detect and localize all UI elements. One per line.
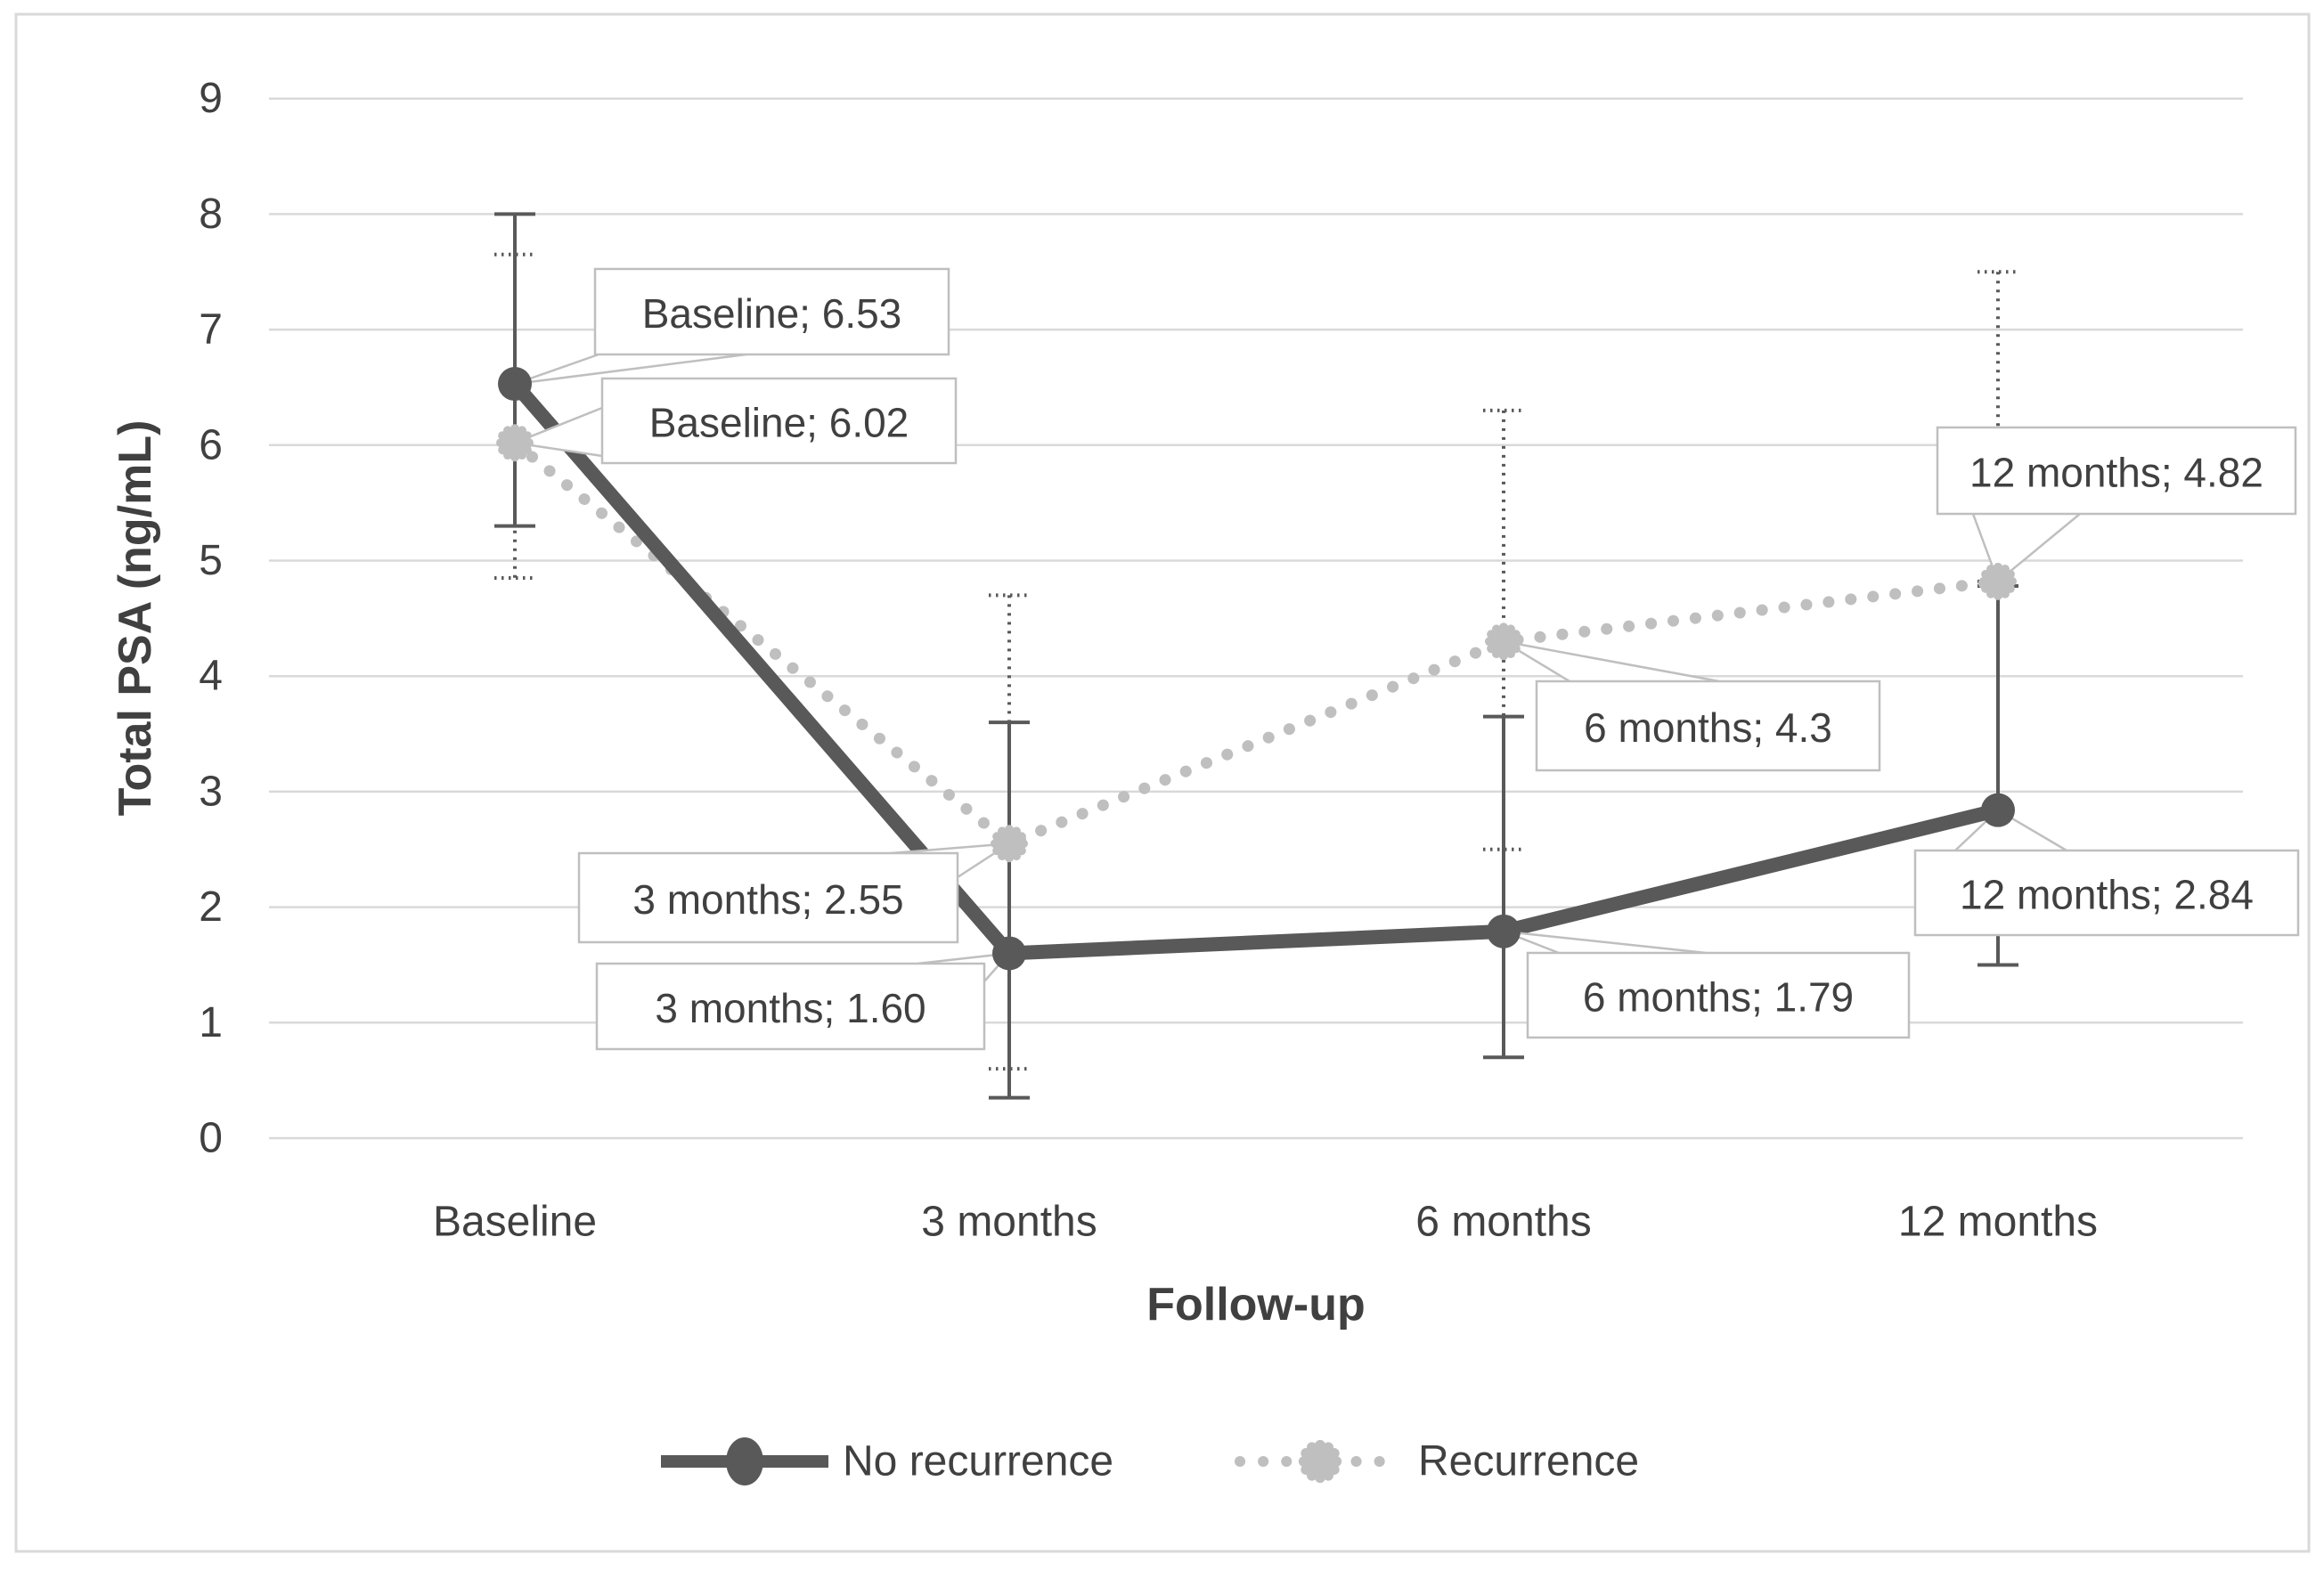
y-tick-label: 8 bbox=[199, 191, 223, 238]
data-label-callout: Baseline; 6.53 bbox=[514, 267, 950, 386]
series-line-recurrence bbox=[509, 436, 2004, 850]
callout-leader-fill bbox=[1955, 810, 2067, 850]
data-point-marker-recurrence bbox=[496, 424, 534, 462]
y-tick-label: 6 bbox=[199, 421, 223, 468]
data-point-marker-recurrence bbox=[1979, 562, 2017, 600]
y-tick-label: 1 bbox=[199, 999, 223, 1046]
callout-box bbox=[593, 267, 950, 356]
legend: No recurrence Recurrence bbox=[661, 1437, 1639, 1485]
callout-box bbox=[1526, 951, 1911, 1039]
callout-leader-line bbox=[1503, 640, 1720, 683]
callout-box bbox=[600, 377, 958, 465]
callout-text: 12 months; 2.84 bbox=[1960, 872, 2254, 918]
legend-marker-circle bbox=[726, 1437, 763, 1485]
data-point-marker-no-recurrence bbox=[1487, 914, 1521, 948]
y-tick-label: 0 bbox=[199, 1115, 223, 1162]
legend-label: No recurrence bbox=[843, 1438, 1113, 1485]
data-point-marker-no-recurrence bbox=[992, 936, 1026, 971]
data-point-marker-no-recurrence bbox=[498, 367, 532, 402]
legend-item-recurrence: Recurrence bbox=[1235, 1438, 1639, 1485]
y-tick-label: 9 bbox=[199, 75, 223, 122]
callout-box bbox=[1535, 680, 1881, 772]
x-category-label: 3 months bbox=[921, 1199, 1097, 1246]
x-axis-category-labels: Baseline 3 months 6 months 12 months bbox=[433, 1199, 2098, 1246]
callout-text: 3 months; 2.55 bbox=[632, 876, 903, 923]
marker-core bbox=[1304, 1445, 1336, 1477]
callout-box bbox=[1936, 426, 2297, 516]
callout-leader-fill bbox=[515, 408, 602, 456]
callout-box bbox=[577, 851, 959, 944]
callout-box bbox=[595, 962, 986, 1051]
data-point-markers bbox=[496, 367, 2017, 971]
data-label-callout: Baseline; 6.02 bbox=[514, 377, 958, 465]
data-label-callout: 6 months; 1.79 bbox=[1503, 930, 1911, 1039]
data-label-callout: 3 months; 1.60 bbox=[595, 952, 1010, 1051]
data-label-callout: 3 months; 2.55 bbox=[577, 842, 1010, 944]
y-axis-tick-labels: 0 1 2 3 4 5 6 7 8 9 bbox=[199, 75, 223, 1161]
y-tick-label: 2 bbox=[199, 883, 223, 931]
figure-border bbox=[14, 12, 2311, 1553]
legend-label: Recurrence bbox=[1418, 1438, 1639, 1485]
data-point-marker-no-recurrence bbox=[1981, 793, 2015, 827]
callout-text: Baseline; 6.53 bbox=[642, 290, 902, 337]
data-point-marker-recurrence bbox=[991, 825, 1028, 863]
data-label-callout: 6 months; 4.3 bbox=[1503, 640, 1881, 772]
callout-leader-line bbox=[514, 353, 747, 386]
x-category-label: 6 months bbox=[1415, 1199, 1591, 1246]
marker-core bbox=[1490, 628, 1517, 655]
callout-leader-line bbox=[1503, 930, 1707, 955]
marker-core bbox=[501, 429, 528, 457]
data-point-marker-recurrence bbox=[1298, 1439, 1342, 1484]
callout-text: 6 months; 1.79 bbox=[1583, 974, 1854, 1021]
legend-item-no-recurrence: No recurrence bbox=[661, 1437, 1113, 1485]
callout-box bbox=[1913, 849, 2300, 937]
data-point-marker-recurrence bbox=[1485, 623, 1522, 661]
x-axis-title: Follow-up bbox=[1146, 1279, 1365, 1331]
y-tick-label: 3 bbox=[199, 768, 223, 815]
callout-leader-line bbox=[890, 842, 1010, 855]
x-category-label: 12 months bbox=[1898, 1199, 2098, 1246]
marker-core bbox=[996, 830, 1023, 858]
y-axis-title: Total PSA (ng/mL) bbox=[110, 420, 161, 817]
callout-text: 6 months; 4.3 bbox=[1584, 704, 1832, 751]
callout-text: 3 months; 1.60 bbox=[655, 985, 926, 1031]
callout-text: Baseline; 6.02 bbox=[649, 400, 909, 446]
data-label-callout: 12 months; 2.84 bbox=[1913, 809, 2300, 937]
callout-text: 12 months; 4.82 bbox=[1969, 450, 2263, 496]
y-tick-label: 5 bbox=[199, 537, 223, 584]
y-tick-label: 4 bbox=[199, 653, 223, 700]
y-tick-label: 7 bbox=[199, 306, 223, 354]
series-line-no-recurrence bbox=[509, 378, 2000, 961]
x-category-label: Baseline bbox=[433, 1199, 597, 1246]
marker-core bbox=[1985, 567, 2011, 595]
